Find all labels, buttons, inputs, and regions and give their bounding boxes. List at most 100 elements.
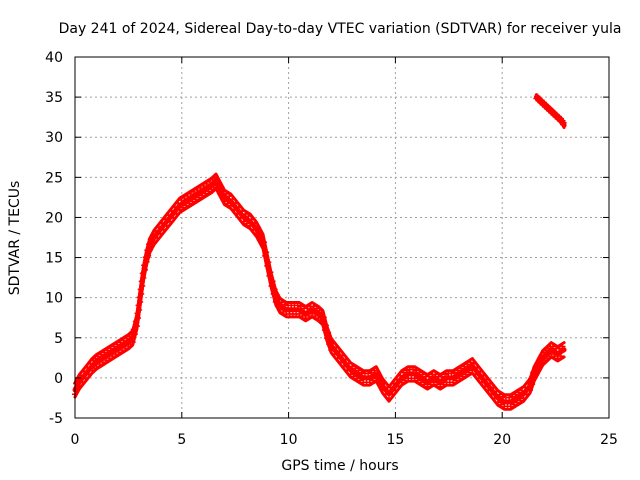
data-point: [556, 345, 563, 352]
data-point: [419, 371, 426, 378]
data-point: [237, 214, 244, 221]
data-point: [181, 195, 188, 202]
x-tick-label: 15: [386, 432, 404, 448]
data-point: [411, 375, 418, 382]
data-point: [520, 395, 527, 402]
data-point: [155, 224, 162, 231]
data-point: [122, 345, 129, 352]
data-point: [458, 365, 465, 372]
data-point: [101, 349, 108, 356]
data-point: [159, 220, 166, 227]
data-point: [271, 286, 278, 293]
data-point: [456, 375, 463, 382]
data-point: [461, 363, 468, 370]
data-point: [197, 185, 204, 192]
data-point: [131, 331, 138, 338]
grid: [75, 57, 609, 418]
data-point: [104, 347, 111, 354]
data-point: [451, 369, 458, 376]
data-point: [152, 228, 159, 235]
data-point: [250, 226, 257, 233]
data-point: [385, 395, 392, 402]
data-point: [499, 393, 506, 400]
data-point: [366, 379, 373, 386]
data-point: [251, 220, 258, 227]
data-point: [538, 352, 545, 359]
data-point: [73, 380, 80, 387]
data-point: [76, 383, 83, 390]
data-point: [336, 348, 343, 355]
data-point: [296, 311, 303, 318]
data-point: [430, 379, 437, 386]
x-tick-label: 0: [71, 432, 80, 448]
plot-frame: [74, 56, 610, 419]
data-point: [120, 337, 127, 344]
data-point: [353, 375, 360, 382]
data-point: [141, 262, 148, 269]
data-point: [402, 377, 409, 384]
data-point: [321, 327, 328, 334]
data-point: [96, 361, 103, 368]
data-point: [294, 302, 301, 309]
data-point: [537, 363, 544, 370]
data-point: [523, 391, 530, 398]
data-point: [529, 381, 536, 388]
data-point: [235, 204, 242, 211]
data-point: [398, 379, 405, 386]
data-point: [328, 347, 335, 354]
data-point: [512, 391, 519, 398]
data-point: [302, 315, 309, 322]
data-point: [480, 372, 487, 379]
data-point: [533, 371, 540, 378]
data-point: [258, 231, 265, 238]
data-point: [345, 360, 352, 367]
data-point: [203, 181, 210, 188]
data-point: [115, 349, 122, 356]
data-point: [368, 369, 375, 376]
data-point: [475, 375, 482, 382]
data-point: [212, 182, 219, 189]
data-point: [280, 309, 287, 316]
data-point: [145, 252, 152, 259]
data-point: [357, 377, 364, 384]
data-point: [339, 352, 346, 359]
data-point: [272, 298, 279, 305]
data-point: [474, 364, 481, 371]
data-point: [216, 180, 223, 187]
data-point: [130, 326, 137, 333]
data-point: [310, 303, 317, 310]
data-point: [534, 360, 541, 367]
data-point: [467, 359, 474, 366]
data-point: [453, 377, 460, 384]
data-point: [462, 371, 469, 378]
data-point: [256, 236, 263, 243]
data-point: [395, 383, 402, 390]
data-point: [464, 361, 471, 368]
data-point: [243, 220, 250, 227]
data-point: [187, 191, 194, 198]
data-point: [305, 313, 312, 320]
data-point: [318, 309, 325, 316]
data-point: [106, 355, 113, 362]
data-point: [281, 301, 288, 308]
data-point: [98, 351, 105, 358]
data-point: [234, 210, 241, 217]
data-point: [510, 401, 517, 408]
data-point: [535, 367, 542, 374]
data-point: [397, 372, 404, 379]
data-point: [231, 206, 238, 213]
data-point: [133, 323, 140, 330]
data-point: [267, 269, 274, 276]
data-point: [195, 194, 202, 201]
data-point: [168, 208, 175, 215]
data-point: [109, 353, 116, 360]
data-point: [264, 262, 271, 269]
data-point: [226, 193, 233, 200]
data-point: [355, 367, 362, 374]
data-point: [394, 376, 401, 383]
data-point: [107, 345, 114, 352]
chart-title: Day 241 of 2024, Sidereal Day-to-day VTE…: [59, 21, 622, 37]
data-point: [255, 225, 262, 232]
data-point: [242, 211, 249, 218]
data-point: [261, 239, 268, 246]
